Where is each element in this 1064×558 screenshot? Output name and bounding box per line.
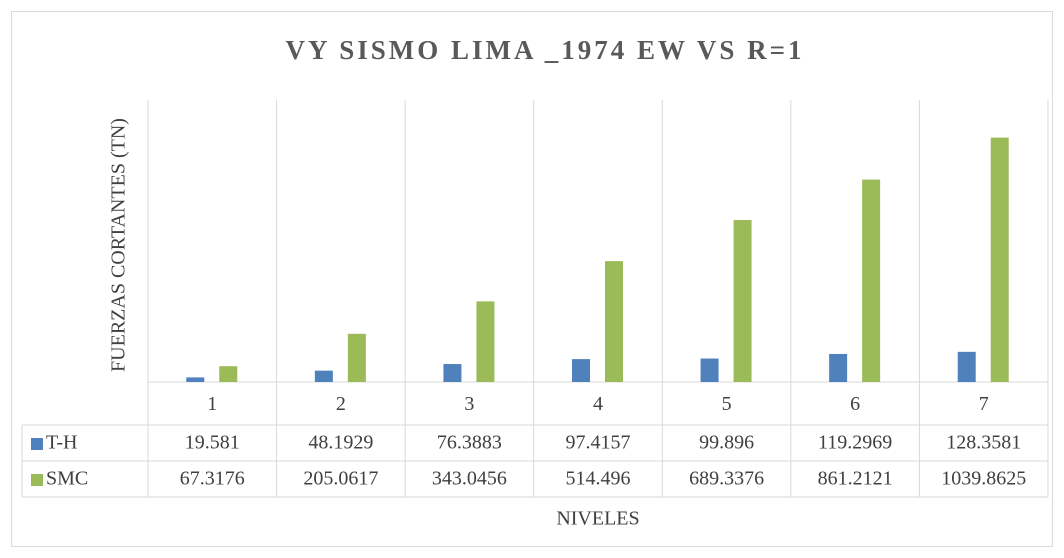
table-cell: 861.2121 (818, 468, 893, 490)
x-tick-label: 3 (464, 393, 474, 415)
bar (347, 333, 366, 382)
table-cell: 97.4157 (566, 432, 631, 454)
table-cell: 119.2969 (818, 432, 892, 454)
legend-key (31, 474, 43, 486)
table-cell: 205.0617 (303, 468, 378, 490)
x-tick-label: 1 (207, 393, 217, 415)
bar (700, 358, 719, 382)
bar (572, 359, 590, 382)
chart-border (11, 11, 1053, 547)
bar (476, 301, 495, 382)
table-cell: 1039.8625 (941, 468, 1026, 490)
table-cell: 48.1929 (308, 432, 373, 454)
bar (733, 220, 752, 382)
bar (957, 351, 976, 382)
table-cell: 128.3581 (946, 432, 1021, 454)
table-cell: 689.3376 (689, 468, 764, 490)
x-tick-label: 7 (979, 393, 989, 415)
bar (990, 137, 1009, 382)
table-cell: 67.3176 (180, 468, 245, 490)
x-tick-label: 2 (336, 393, 346, 415)
bar (605, 261, 623, 382)
table-cell: 343.0456 (432, 468, 507, 490)
bar (862, 179, 881, 382)
legend-label: T-H (46, 432, 77, 454)
bar (829, 353, 848, 382)
chart-title: VY SISMO LIMA _1974 EW VS R=1 (286, 35, 805, 65)
bar (314, 370, 333, 382)
bar (443, 364, 462, 382)
x-tick-label: 5 (722, 393, 732, 415)
bar (186, 377, 205, 382)
legend-label: SMC (46, 468, 88, 490)
table-cell: 99.896 (699, 432, 754, 454)
y-axis-title: FUERZAS CORTANTES (TN) (108, 118, 130, 372)
table-cell: 514.496 (566, 468, 631, 490)
x-tick-label: 6 (850, 393, 860, 415)
table-cell: 19.581 (185, 432, 240, 454)
bar (219, 366, 238, 382)
legend-key (31, 438, 43, 450)
x-tick-label: 4 (593, 393, 603, 415)
x-axis-title: NIVELES (556, 508, 639, 530)
table-cell: 76.3883 (437, 432, 502, 454)
